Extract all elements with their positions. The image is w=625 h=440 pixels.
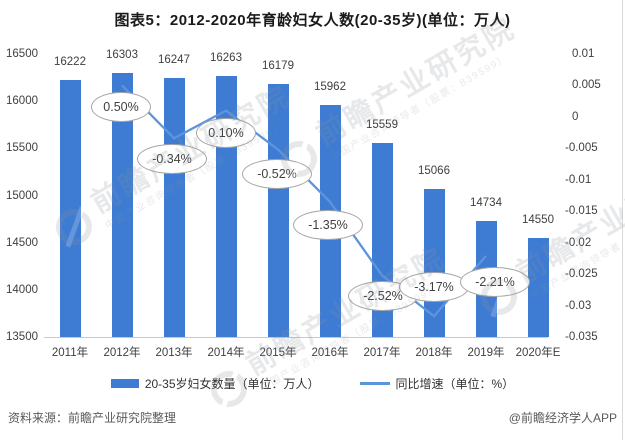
growth-label-callout: -0.52%	[242, 158, 312, 189]
y-axis-left-tick: 14000	[6, 283, 38, 296]
bar-2018年	[423, 189, 445, 337]
bar-value-label: 15066	[418, 165, 450, 178]
bar-value-label: 14734	[470, 196, 502, 209]
x-axis-label: 2020年E	[515, 347, 561, 359]
y-axis-right-tick: 0	[572, 110, 579, 123]
bar-value-label: 16247	[158, 53, 190, 66]
growth-label-callout: 0.50%	[91, 92, 151, 123]
x-axis-label: 2011年	[51, 347, 89, 359]
y-axis-left-tick: 15000	[6, 189, 38, 202]
y-axis-left-tick: 14500	[6, 236, 38, 249]
y-axis-right-tick: -0.035	[565, 331, 598, 343]
page-title: 图表5：2012-2020年育龄妇女人数(20-35岁)(单位：万人)	[114, 12, 511, 29]
growth-label-callout: -2.21%	[460, 266, 530, 297]
bar-value-label: 16303	[106, 48, 138, 61]
bar-value-label: 15559	[366, 118, 398, 131]
x-axis-label: 2016年	[311, 347, 349, 359]
bar-2020年E	[527, 237, 549, 337]
x-axis-label: 2018年	[415, 347, 453, 359]
y-axis-right-tick: -0.03	[565, 299, 592, 312]
x-axis-label: 2014年	[207, 347, 245, 359]
x-axis-line	[44, 337, 548, 338]
x-axis-label: 2017年	[363, 347, 401, 359]
watermark: 前瞻产业研究院 中国产业咨询领导者（股票：839599）	[272, 12, 528, 187]
growth-label-callout: -1.35%	[293, 209, 363, 240]
source-note: 资料来源：前瞻产业研究院整理	[8, 411, 177, 425]
credit-note: @前瞻经济学人APP	[508, 411, 617, 425]
x-axis-label: 2013年	[155, 347, 193, 359]
y-axis-left-tick: 16500	[6, 48, 38, 60]
legend: 20-35岁妇女数量（单位：万人） 同比增速（单位：%）	[0, 375, 625, 392]
legend-item-bar: 20-35岁妇女数量（单位：万人）	[110, 375, 320, 392]
y-axis-right-tick: -0.01	[565, 173, 592, 186]
bar-2013年	[163, 77, 185, 337]
line-swatch-icon	[359, 382, 390, 385]
x-axis-label: 2019年	[467, 347, 505, 359]
growth-label-callout: -3.17%	[399, 272, 469, 303]
bar-value-label: 15962	[314, 80, 346, 93]
bar-value-label: 14550	[522, 213, 554, 226]
bar-2014年	[215, 76, 237, 337]
bar-value-label: 16179	[262, 60, 294, 73]
bar-value-label: 16263	[210, 52, 242, 65]
y-axis-right-tick: -0.005	[565, 142, 598, 155]
bar-swatch-icon	[110, 379, 139, 388]
y-axis-right-tick: 0.01	[572, 48, 595, 60]
window-edge-line	[622, 0, 623, 440]
y-axis-left-tick: 15500	[6, 142, 38, 155]
bar-value-label: 16222	[54, 56, 86, 69]
y-axis-right-tick: 0.005	[572, 79, 601, 92]
legend-item-line: 同比增速（单位：%）	[359, 375, 515, 392]
growth-label-callout: -0.34%	[137, 144, 207, 175]
y-axis-right-tick: -0.02	[565, 236, 592, 249]
bar-2011年	[59, 80, 81, 337]
growth-label-callout: 0.10%	[196, 117, 256, 148]
x-axis-label: 2012年	[103, 347, 141, 359]
y-axis-left-tick: 16000	[6, 95, 38, 108]
legend-label: 20-35岁妇女数量（单位：万人）	[144, 377, 320, 391]
bar-2015年	[267, 84, 289, 337]
y-axis-right-tick: -0.015	[565, 205, 598, 218]
y-axis-right-tick: -0.025	[565, 268, 598, 281]
legend-label: 同比增速（单位：%）	[395, 377, 515, 391]
y-axis-left-tick: 13500	[6, 331, 38, 343]
x-axis-label: 2015年	[259, 347, 297, 359]
